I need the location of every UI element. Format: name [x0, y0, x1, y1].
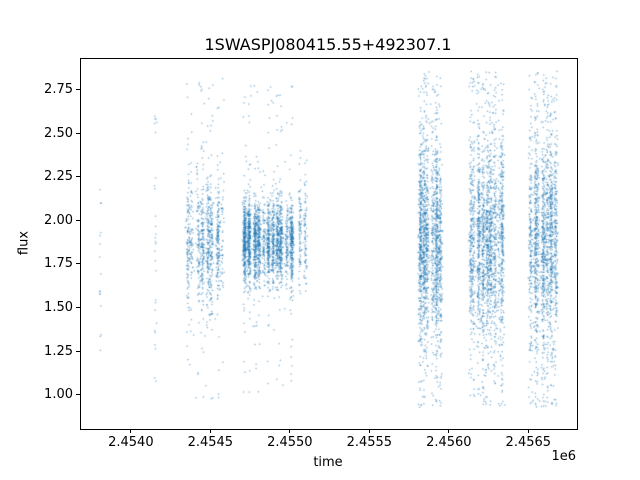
x-tick-label: 2.4550 [267, 435, 313, 450]
y-axis-label: flux [16, 230, 32, 256]
y-tick-label: 2.75 [44, 81, 73, 97]
y-tick-label: 2.00 [44, 212, 73, 228]
y-tick-mark [76, 88, 80, 90]
x-tick-mark [130, 429, 132, 433]
y-tick-label: 1.00 [44, 387, 73, 403]
x-tick-mark [368, 429, 370, 433]
plot-area [80, 58, 578, 430]
y-tick-label: 1.50 [44, 300, 73, 316]
x-tick-mark [209, 429, 211, 433]
y-tick-label: 2.25 [44, 169, 73, 185]
x-axis-label: time [313, 455, 343, 470]
scatter-points-canvas [81, 59, 577, 429]
x-tick-label: 2.4555 [346, 435, 393, 450]
x-axis-offset-label: 1e6 [551, 449, 576, 464]
y-tick-mark [76, 176, 80, 178]
x-tick-mark [448, 429, 450, 433]
x-tick-label: 2.4540 [108, 435, 154, 450]
y-tick-mark [76, 132, 80, 134]
x-tick-mark [527, 429, 529, 433]
x-tick-label: 2.4560 [426, 435, 472, 450]
y-tick-label: 2.50 [44, 125, 73, 141]
y-tick-mark [76, 263, 80, 265]
y-tick-mark [76, 350, 80, 352]
chart-title: 1SWASPJ080415.55+492307.1 [204, 35, 452, 54]
x-tick-label: 2.4565 [505, 435, 552, 450]
y-tick-mark [76, 394, 80, 396]
y-tick-mark [76, 307, 80, 309]
y-tick-mark [76, 219, 80, 221]
x-tick-label: 2.4545 [187, 435, 234, 450]
x-tick-mark [289, 429, 291, 433]
y-tick-label: 1.75 [44, 256, 73, 272]
y-tick-label: 1.25 [44, 343, 73, 359]
